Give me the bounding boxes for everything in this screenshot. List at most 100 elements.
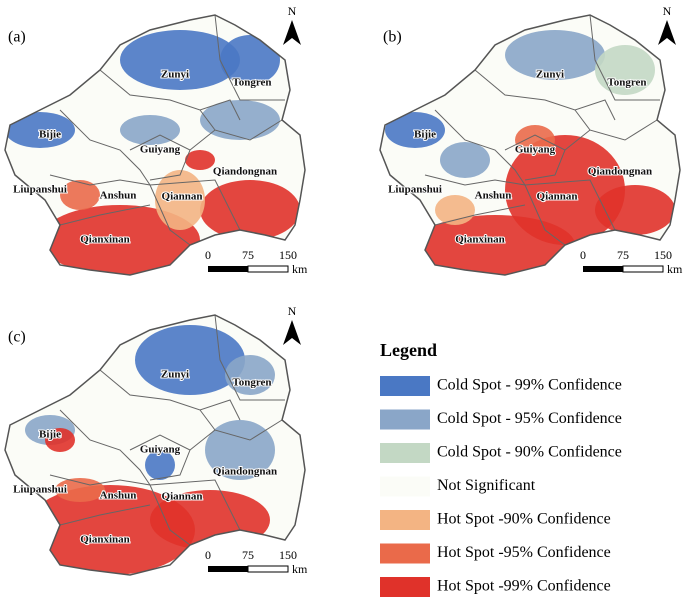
scale-bar	[208, 266, 248, 272]
region-label: Anshun	[100, 190, 137, 202]
legend-swatch	[380, 577, 430, 597]
region-label: Liupanshui	[13, 184, 67, 196]
region-label: Liupanshui	[13, 484, 67, 496]
hotspot-area	[155, 170, 205, 230]
hotspot-area	[45, 428, 75, 452]
legend-label: Cold Spot - 99% Confidence	[437, 377, 622, 394]
region-border	[434, 109, 526, 186]
province-outline	[379, 14, 681, 276]
region-border	[589, 14, 660, 101]
region-border	[214, 314, 285, 401]
region-label: Qiannan	[162, 191, 203, 203]
hotspot-layer	[385, 30, 675, 275]
hotspot-area	[200, 180, 300, 240]
legend-label: Cold Spot - 95% Confidence	[437, 410, 622, 427]
region-label: Tongren	[232, 77, 271, 89]
scale-tick: 150	[279, 248, 297, 262]
region-label: Qiandongnan	[213, 466, 277, 478]
legend-swatch	[380, 510, 430, 530]
legend-label: Not Significant	[437, 477, 536, 494]
north-arrow	[283, 20, 301, 45]
legend-label: Cold Spot - 90% Confidence	[437, 444, 622, 461]
region-label: Qiandongnan	[588, 166, 652, 178]
north-arrow	[283, 320, 301, 345]
scale-tick: 75	[242, 548, 254, 562]
region-label: Qiannan	[537, 191, 578, 203]
north-label: N	[288, 4, 297, 18]
panel-label: (b)	[383, 29, 402, 46]
hotspot-area	[5, 112, 75, 148]
hotspot-area	[440, 142, 490, 178]
scale-tick: 150	[279, 548, 297, 562]
scale-tick: 75	[617, 248, 629, 262]
legend-label: Hot Spot -95% Confidence	[437, 544, 611, 561]
region-label: Bijie	[39, 129, 61, 141]
region-border	[49, 174, 191, 246]
scale-bar	[583, 266, 623, 272]
north-label: N	[288, 304, 297, 318]
map-panel: (b) Zunyi Tongren Bijie Guiyang Qiandongnan Li…	[379, 4, 683, 276]
legend-swatch	[380, 476, 430, 497]
north-arrow	[658, 20, 676, 45]
hotspot-area	[120, 30, 240, 90]
hotspot-area	[60, 180, 100, 210]
panel-label: (a)	[8, 29, 26, 46]
region-border	[474, 69, 616, 121]
region-border	[199, 109, 216, 131]
region-border	[59, 504, 151, 526]
scale-unit: km	[667, 262, 683, 276]
region-border	[149, 479, 241, 531]
legend-swatch	[380, 543, 430, 564]
region-border	[49, 474, 191, 546]
hotspot-area	[145, 450, 175, 480]
region-border	[524, 179, 616, 231]
hotspot-area	[40, 205, 200, 275]
region-label: Bijie	[414, 129, 436, 141]
hotspot-area	[385, 112, 445, 148]
region-label: Bijie	[39, 429, 61, 441]
scale-tick: 0	[580, 248, 586, 262]
scale-bar	[247, 265, 289, 273]
region-border	[59, 109, 151, 186]
hotspot-area	[185, 150, 215, 170]
legend-label: Hot Spot -99% Confidence	[437, 578, 611, 595]
region-label: Qianxinan	[455, 234, 505, 246]
hotspot-area	[135, 325, 245, 395]
scale-bar	[208, 566, 248, 572]
map-panel: (a) Zunyi Tongren Bijie Guiyang Qiandongnan Li…	[4, 4, 308, 276]
map-panel: (c) Zunyi Tongren Bijie Guiyang Qiandongnan Li…	[4, 304, 308, 576]
legend-title: Legend	[380, 340, 437, 360]
region-label: Qianxinan	[80, 234, 130, 246]
hotspot-layer	[25, 325, 275, 575]
north-label: N	[663, 4, 672, 18]
region-border	[214, 14, 285, 101]
region-border	[199, 409, 216, 431]
hotspot-area	[505, 135, 625, 245]
region-label: Anshun	[475, 190, 512, 202]
legend-label: Hot Spot -90% Confidence	[437, 511, 611, 528]
legend-swatch	[380, 409, 430, 430]
region-label: Zunyi	[161, 69, 189, 81]
province-outline	[4, 14, 306, 276]
scale-tick: 150	[654, 248, 672, 262]
hotspot-area	[220, 35, 280, 85]
region-border	[424, 174, 566, 246]
region-border	[434, 204, 526, 226]
region-label: Qiannan	[162, 491, 203, 503]
scale-unit: km	[292, 262, 308, 276]
region-border	[189, 119, 283, 151]
region-border	[99, 369, 241, 421]
region-label: Liupanshui	[388, 184, 442, 196]
hotspot-area	[25, 485, 195, 575]
region-label: Tongren	[607, 77, 646, 89]
region-border	[189, 419, 283, 451]
legend-swatch	[380, 376, 430, 396]
region-border	[59, 204, 151, 226]
scale-tick: 0	[205, 248, 211, 262]
hotspot-area	[515, 125, 555, 155]
region-label: Zunyi	[161, 369, 189, 381]
region-border	[564, 119, 658, 151]
region-label: Guiyang	[140, 144, 181, 156]
hotspot-area	[595, 45, 655, 95]
